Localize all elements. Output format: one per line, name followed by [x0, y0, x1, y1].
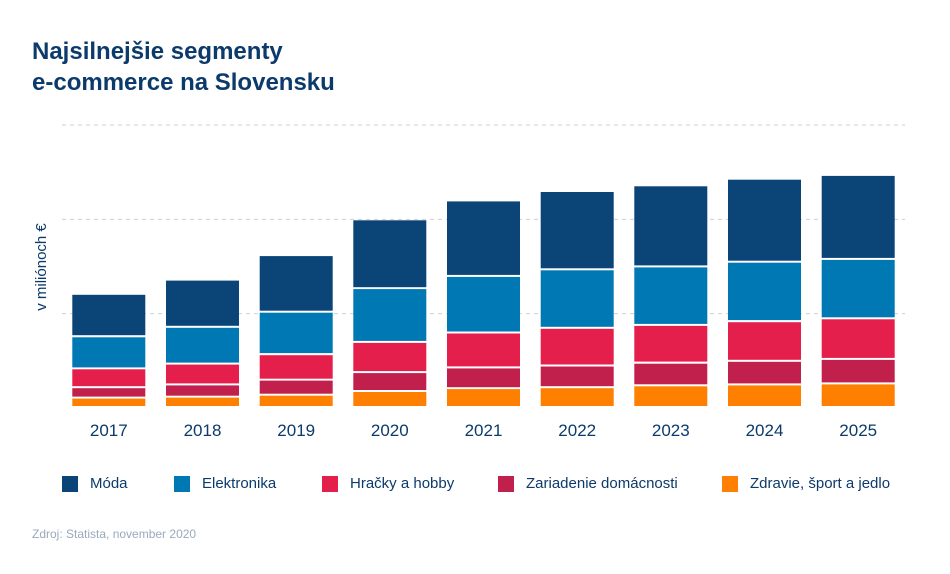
legend-item-4: Zdravie, šport a jedlo: [722, 475, 890, 492]
bar-2022-series-3: [540, 270, 614, 327]
bar-2019-series-4: [259, 256, 333, 311]
legend-swatch: [498, 475, 514, 492]
bar-2024-series-1: [728, 361, 801, 384]
bar-2024-series-0: [728, 385, 801, 406]
legend-label: Zdravie, šport a jedlo: [750, 475, 891, 492]
chart-title: Najsilnejšie segmenty e-commerce na Slov…: [32, 36, 335, 98]
x-tick-label-2019: 2019: [277, 421, 315, 440]
legend-swatch: [62, 475, 78, 492]
x-tick-label-2022: 2022: [558, 421, 596, 440]
chart-title-line-2: e-commerce na Slovensku: [32, 69, 335, 96]
bar-2017-series-1: [72, 388, 146, 397]
bar-2020-series-2: [353, 342, 427, 372]
bar-2021-series-0: [447, 389, 520, 406]
bar-2023-series-2: [634, 325, 708, 362]
x-tick-label-2025: 2025: [839, 421, 877, 440]
bar-2023-series-1: [634, 363, 708, 385]
legend-swatch: [722, 475, 738, 492]
bar-2021-series-3: [447, 276, 520, 332]
bar-2022-series-1: [540, 366, 614, 387]
bar-2017-series-4: [72, 294, 146, 336]
bar-2022-series-0: [540, 388, 614, 406]
bar-2019-series-2: [259, 355, 333, 379]
x-tick-label-2021: 2021: [465, 421, 503, 440]
bar-2022-series-4: [540, 192, 614, 269]
legend-item-3: Zariadenie domácnosti: [498, 475, 678, 492]
legend-item-2: Hračky a hobby: [322, 475, 454, 492]
bars: [72, 175, 895, 406]
bar-2023-series-3: [634, 267, 708, 324]
bar-2018-series-0: [166, 397, 239, 406]
legend-label: Hračky a hobby: [350, 475, 455, 492]
legend: Móda Elektronika Hračky a hobby Zariadenie …: [62, 475, 902, 497]
bar-2025-series-0: [821, 384, 895, 406]
x-tick-labels: 2017 2018 2019 2020 2021 2022 2023 2024 2025: [90, 421, 877, 440]
bar-2020-series-0: [353, 392, 427, 406]
bar-2019-series-1: [259, 380, 333, 394]
legend-item-0: Móda: [62, 475, 128, 492]
bar-2024-series-2: [728, 322, 801, 360]
bar-2018-series-3: [166, 327, 239, 363]
bar-2018-series-4: [166, 280, 239, 326]
legend-label: Zariadenie domácnosti: [526, 475, 678, 492]
bar-2024-series-4: [728, 179, 801, 261]
chart-title-line-1: Najsilnejšie segmenty: [32, 38, 283, 65]
bar-2020-series-3: [353, 289, 427, 341]
bar-2020-series-4: [353, 220, 427, 288]
bar-2020-series-1: [353, 373, 427, 390]
legend-swatch: [174, 475, 190, 492]
bar-2025-series-3: [821, 259, 895, 318]
legend-swatch: [322, 475, 338, 492]
bar-2018-series-2: [166, 364, 239, 384]
bar-2023-series-4: [634, 186, 708, 266]
x-tick-label-2024: 2024: [746, 421, 784, 440]
bar-2019-series-0: [259, 395, 333, 406]
x-tick-label-2023: 2023: [652, 421, 690, 440]
x-tick-label-2018: 2018: [184, 421, 222, 440]
x-tick-label-2017: 2017: [90, 421, 128, 440]
bar-2021-series-2: [447, 333, 520, 367]
bar-2023-series-0: [634, 386, 708, 406]
x-tick-label-2020: 2020: [371, 421, 409, 440]
source-note: Zdroj: Statista, november 2020: [32, 527, 197, 541]
bar-2019-series-3: [259, 312, 333, 354]
y-axis-label: v miliónoch €: [33, 223, 50, 311]
bar-2022-series-2: [540, 328, 614, 365]
bar-2017-series-2: [72, 369, 146, 387]
legend-label: Móda: [90, 475, 128, 492]
legend-item-1: Elektronika: [174, 475, 276, 492]
legend-label: Elektronika: [202, 475, 277, 492]
bar-2025-series-2: [821, 319, 895, 358]
bar-2021-series-1: [447, 368, 520, 388]
bar-2025-series-4: [821, 175, 895, 258]
bar-2017-series-3: [72, 337, 146, 368]
bar-2021-series-4: [447, 201, 520, 275]
bar-2017-series-0: [72, 398, 146, 406]
bar-2025-series-1: [821, 359, 895, 383]
bar-2018-series-1: [166, 385, 239, 396]
bar-2024-series-3: [728, 262, 801, 321]
